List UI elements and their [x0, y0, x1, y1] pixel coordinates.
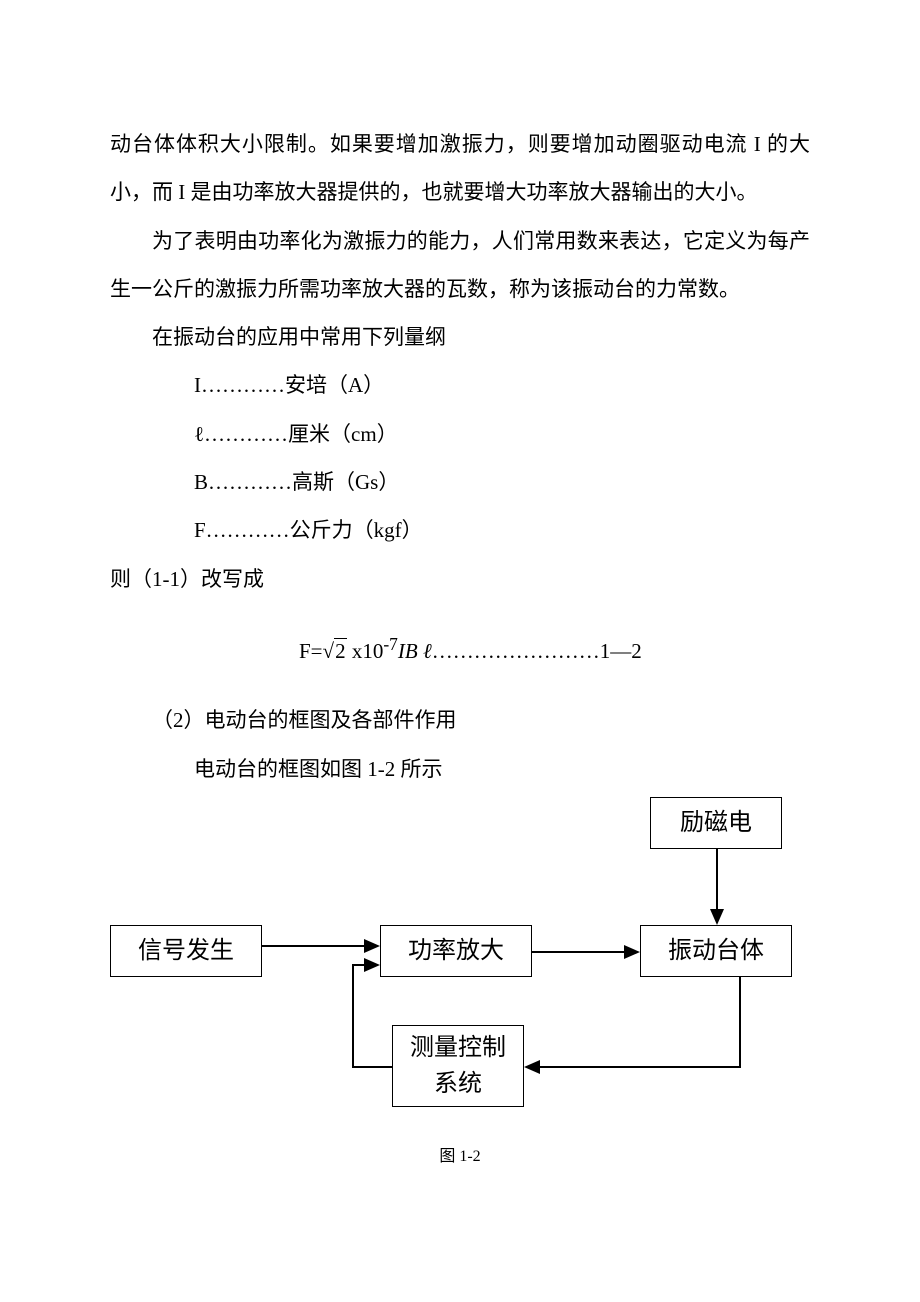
formula-1-2: F= 2 x10-7IB ℓ……………………1—2 [110, 624, 810, 675]
block-diagram: 励磁电信号发生 功率放大 振动台体测量控制 系统 [110, 797, 810, 1137]
edge-body-left [538, 1066, 741, 1068]
sqrt-arg: 2 [334, 638, 347, 663]
node-body: 振动台体 [640, 925, 792, 977]
edge-amp-body [532, 951, 626, 953]
node-measure: 测量控制 系统 [392, 1025, 524, 1107]
sqrt-symbol: 2 [323, 627, 347, 675]
formula-l: ℓ [423, 639, 432, 663]
unit-line-B: B…………高斯（Gs） [110, 458, 810, 506]
node-signal: 信号发生 [110, 925, 262, 977]
paragraph-4: 则（1-1）改写成 [110, 555, 810, 603]
unit-line-F: F…………公斤力（kgf） [110, 506, 810, 554]
formula-ib: IB [398, 639, 423, 663]
arrow-measure-amp [364, 958, 380, 972]
arrow-signal-amp [364, 939, 380, 953]
node-excite: 励磁电 [650, 797, 782, 849]
formula-tail: ……………………1—2 [432, 639, 642, 663]
paragraph-2: 为了表明由功率化为激振力的能力，人们常用数来表达，它定义为每产生一公斤的激振力所… [110, 217, 810, 314]
formula-exp: -7 [383, 634, 398, 654]
formula-pre: F= [299, 639, 323, 663]
paragraph-1: 动台体体积大小限制。如果要增加激振力，则要增加动圈驱动电流 I 的大小，而 I … [110, 120, 810, 217]
node-amp: 功率放大 [380, 925, 532, 977]
edge-excite-body [716, 849, 718, 911]
unit-line-I: I…………安培（A） [110, 361, 810, 409]
formula-mid: x10 [347, 639, 384, 663]
edge-body-down [739, 977, 741, 1067]
edge-measure-up [352, 964, 354, 1068]
arrow-body-measure [524, 1060, 540, 1074]
document-page: 动台体体积大小限制。如果要增加激振力，则要增加动圈驱动电流 I 的大小，而 I … [0, 0, 920, 1216]
paragraph-3: 在振动台的应用中常用下列量纲 [110, 313, 810, 361]
paragraph-6: 电动台的框图如图 1-2 所示 [110, 745, 810, 793]
unit-line-l: ℓ…………厘米（cm） [110, 410, 810, 458]
arrow-excite-body [710, 909, 724, 925]
edge-measure-left [352, 1066, 392, 1068]
figure-caption: 图 1-2 [110, 1139, 810, 1176]
arrow-amp-body [624, 945, 640, 959]
paragraph-5: （2）电动台的框图及各部件作用 [110, 696, 810, 744]
edge-signal-amp [262, 945, 366, 947]
